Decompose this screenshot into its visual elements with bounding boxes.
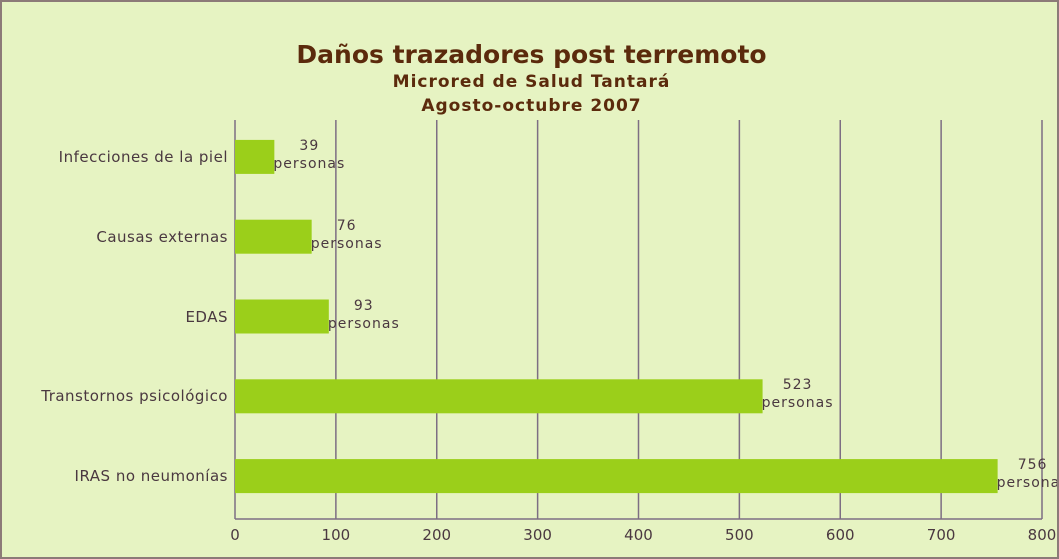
data-label: 76 personas — [310, 217, 383, 252]
x-tick-label: 800 — [1027, 526, 1057, 544]
subtitle: Agosto-octubre 2007 — [421, 96, 642, 116]
bar — [235, 379, 763, 414]
chart-title: Daños trazadores post terremoto — [296, 40, 767, 69]
x-tick-label: 100 — [321, 526, 351, 544]
y-tick-label: EDAS — [185, 307, 228, 326]
x-tick-label: 600 — [825, 526, 855, 544]
x-tick-label: 500 — [725, 526, 754, 544]
x-tick-label: 200 — [422, 526, 452, 544]
bar — [235, 219, 312, 254]
bar — [235, 459, 998, 494]
data-label: 39 personas — [273, 137, 346, 172]
data-label: 523 personas — [761, 377, 834, 412]
bar — [235, 299, 329, 334]
data-label: 93 personas — [327, 297, 400, 332]
x-tick-label: 400 — [624, 526, 653, 544]
y-tick-label: Causas externas — [96, 227, 228, 246]
x-tick-label: 0 — [230, 526, 240, 544]
subtitle: Microred de Salud Tantará — [392, 72, 671, 92]
y-tick-label: Infecciones de la piel — [58, 147, 228, 166]
y-tick-label: Transtornos psicológico — [41, 387, 228, 406]
data-label: 756 personas — [996, 457, 1057, 492]
y-tick-label: IRAS no neumonías — [74, 467, 228, 486]
x-tick-label: 700 — [926, 526, 956, 544]
bar — [235, 139, 275, 174]
x-tick-label: 300 — [523, 526, 552, 544]
